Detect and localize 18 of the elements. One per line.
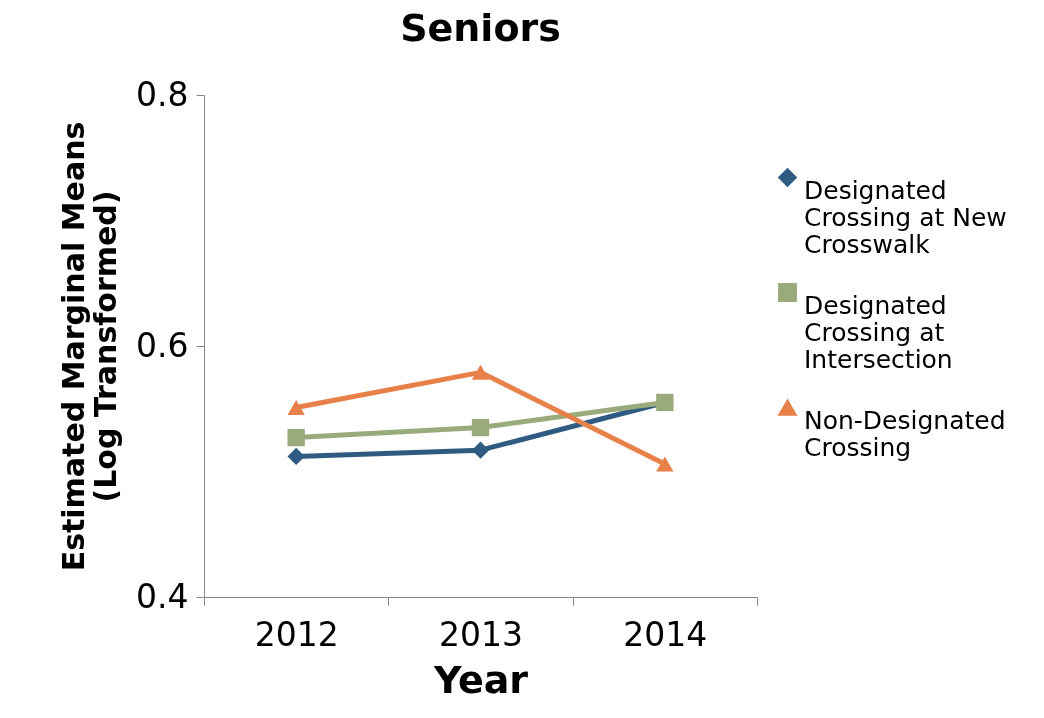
point bbox=[287, 447, 305, 466]
chart-title: Seniors bbox=[400, 6, 561, 50]
y-tick-label: 0.6 bbox=[136, 325, 189, 365]
point bbox=[656, 456, 674, 472]
point bbox=[471, 364, 490, 380]
y-axis-title: Estimated Marginal Means (Log Transformed) bbox=[56, 121, 124, 572]
x-tick-label: 2014 bbox=[623, 614, 708, 654]
x-axis-title: Year bbox=[432, 657, 529, 702]
y-tick-label: 0.4 bbox=[136, 576, 189, 616]
legend-label: Designated Crossing at Intersection bbox=[804, 290, 953, 374]
x-tick-label: 2013 bbox=[439, 614, 523, 654]
y-tick-label: 0.8 bbox=[136, 74, 189, 114]
point bbox=[287, 399, 305, 415]
point bbox=[471, 418, 490, 437]
legend-label: Designated Crossing at New Crosswalk bbox=[804, 175, 1007, 259]
legend-label: Non-Designated Crossing bbox=[804, 405, 1006, 462]
x-tick-label: 2012 bbox=[254, 614, 339, 654]
point bbox=[287, 428, 305, 447]
